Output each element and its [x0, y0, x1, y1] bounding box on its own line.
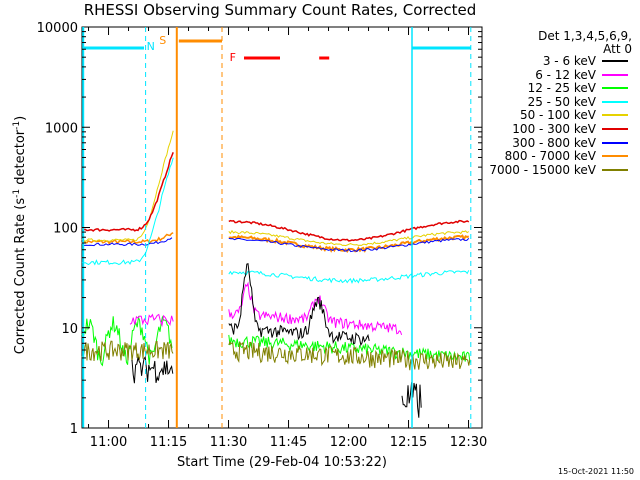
series-line-3-6-kev: [228, 263, 370, 347]
legend-swatch: [602, 114, 628, 117]
legend-item: 12 - 25 keV: [478, 81, 634, 96]
series-line-300-800-kev: [228, 237, 470, 253]
legend-swatch: [602, 60, 628, 62]
series-line-100-300-kev: [228, 219, 470, 242]
legend-item: 800 - 7000 keV: [478, 149, 634, 164]
series-line-7000-15000-kev: [81, 340, 174, 362]
legend-item: 7000 - 15000 keV: [478, 162, 634, 177]
series-line-300-800-kev: [81, 237, 173, 247]
legend-item: 300 - 800 keV: [478, 135, 634, 150]
series-line-25-50-kev: [81, 157, 174, 266]
legend-title: Det 1,3,4,5,6,9,: [538, 29, 632, 43]
legend-title-attenuator: Att 0: [603, 42, 632, 56]
legend-item: 3 - 6 keV: [478, 54, 634, 68]
y-axis: 1 10 100 1000 10000: [37, 21, 482, 437]
x-tick-label: 12:00: [330, 435, 367, 450]
x-tick-label: 12:15: [390, 435, 427, 450]
series-line-800-7000-kev: [81, 232, 174, 245]
series-line-50-100-kev: [81, 130, 174, 242]
x-tick-label: 11:30: [210, 435, 247, 450]
series-line-12-25-kev: [228, 334, 471, 363]
series-line-3-6-kev: [131, 355, 174, 384]
x-axis: 11:00 11:15 11:30 11:45 12:00 12:15 12:30: [88, 27, 487, 450]
y-tick-label: 10: [61, 322, 78, 337]
legend-swatch: [602, 155, 628, 158]
legend-swatch: [602, 168, 628, 171]
legend-item: 6 - 12 keV: [478, 67, 634, 82]
legend-label: 25 - 50 keV: [527, 94, 596, 109]
legend-item: 100 - 300 keV: [478, 122, 634, 136]
legend-swatch: [602, 128, 628, 130]
series-line-6-12-kev: [129, 313, 174, 328]
series-line-6-12-kev: [228, 281, 403, 336]
night-label: N: [147, 40, 155, 53]
legend-swatch: [602, 100, 628, 103]
y-tick-label: 100: [53, 222, 78, 237]
plot-area: N S F: [81, 26, 483, 429]
x-tick-label: 12:30: [450, 435, 487, 450]
flare-label: F: [230, 51, 236, 64]
legend-label: 12 - 25 keV: [527, 81, 596, 96]
series-line-50-100-kev: [228, 229, 470, 247]
legend-swatch: [602, 87, 628, 90]
series-line-7000-15000-kev: [228, 340, 471, 371]
x-axis-label: Start Time (29-Feb-04 10:53:22): [177, 455, 387, 470]
y-tick-label: 1: [70, 422, 78, 437]
legend-item: 50 - 100 keV: [478, 108, 634, 123]
series-line-12-25-kev: [81, 315, 173, 367]
legend-label: 7000 - 15000 keV: [489, 162, 596, 177]
legend-item: 25 - 50 keV: [478, 94, 634, 109]
footer-timestamp: 15-Oct-2021 11:50: [558, 467, 634, 476]
series-line-100-300-kev: [81, 152, 174, 232]
x-tick-label: 11:15: [150, 435, 187, 450]
legend-label: 6 - 12 keV: [535, 67, 596, 82]
saa-label: S: [159, 34, 166, 47]
legend-label: 3 - 6 keV: [542, 54, 596, 68]
legend-label: 50 - 100 keV: [519, 108, 596, 123]
legend-label: 100 - 300 keV: [512, 122, 596, 136]
x-tick-label: 11:00: [90, 435, 127, 450]
series-line-25-50-kev: [228, 270, 470, 285]
y-tick-label: 10000: [37, 21, 78, 36]
legend-swatch: [602, 73, 628, 76]
chart-title: RHESSI Observing Summary Count Rates, Co…: [83, 1, 477, 19]
y-tick-label: 1000: [45, 121, 78, 136]
x-tick-label: 11:45: [270, 435, 307, 450]
y-axis-label: Corrected Count Rate (s-1 detector-1): [12, 116, 28, 354]
legend-swatch: [602, 141, 628, 144]
legend-label: 300 - 800 keV: [512, 135, 596, 150]
legend-label: 800 - 7000 keV: [504, 149, 596, 164]
